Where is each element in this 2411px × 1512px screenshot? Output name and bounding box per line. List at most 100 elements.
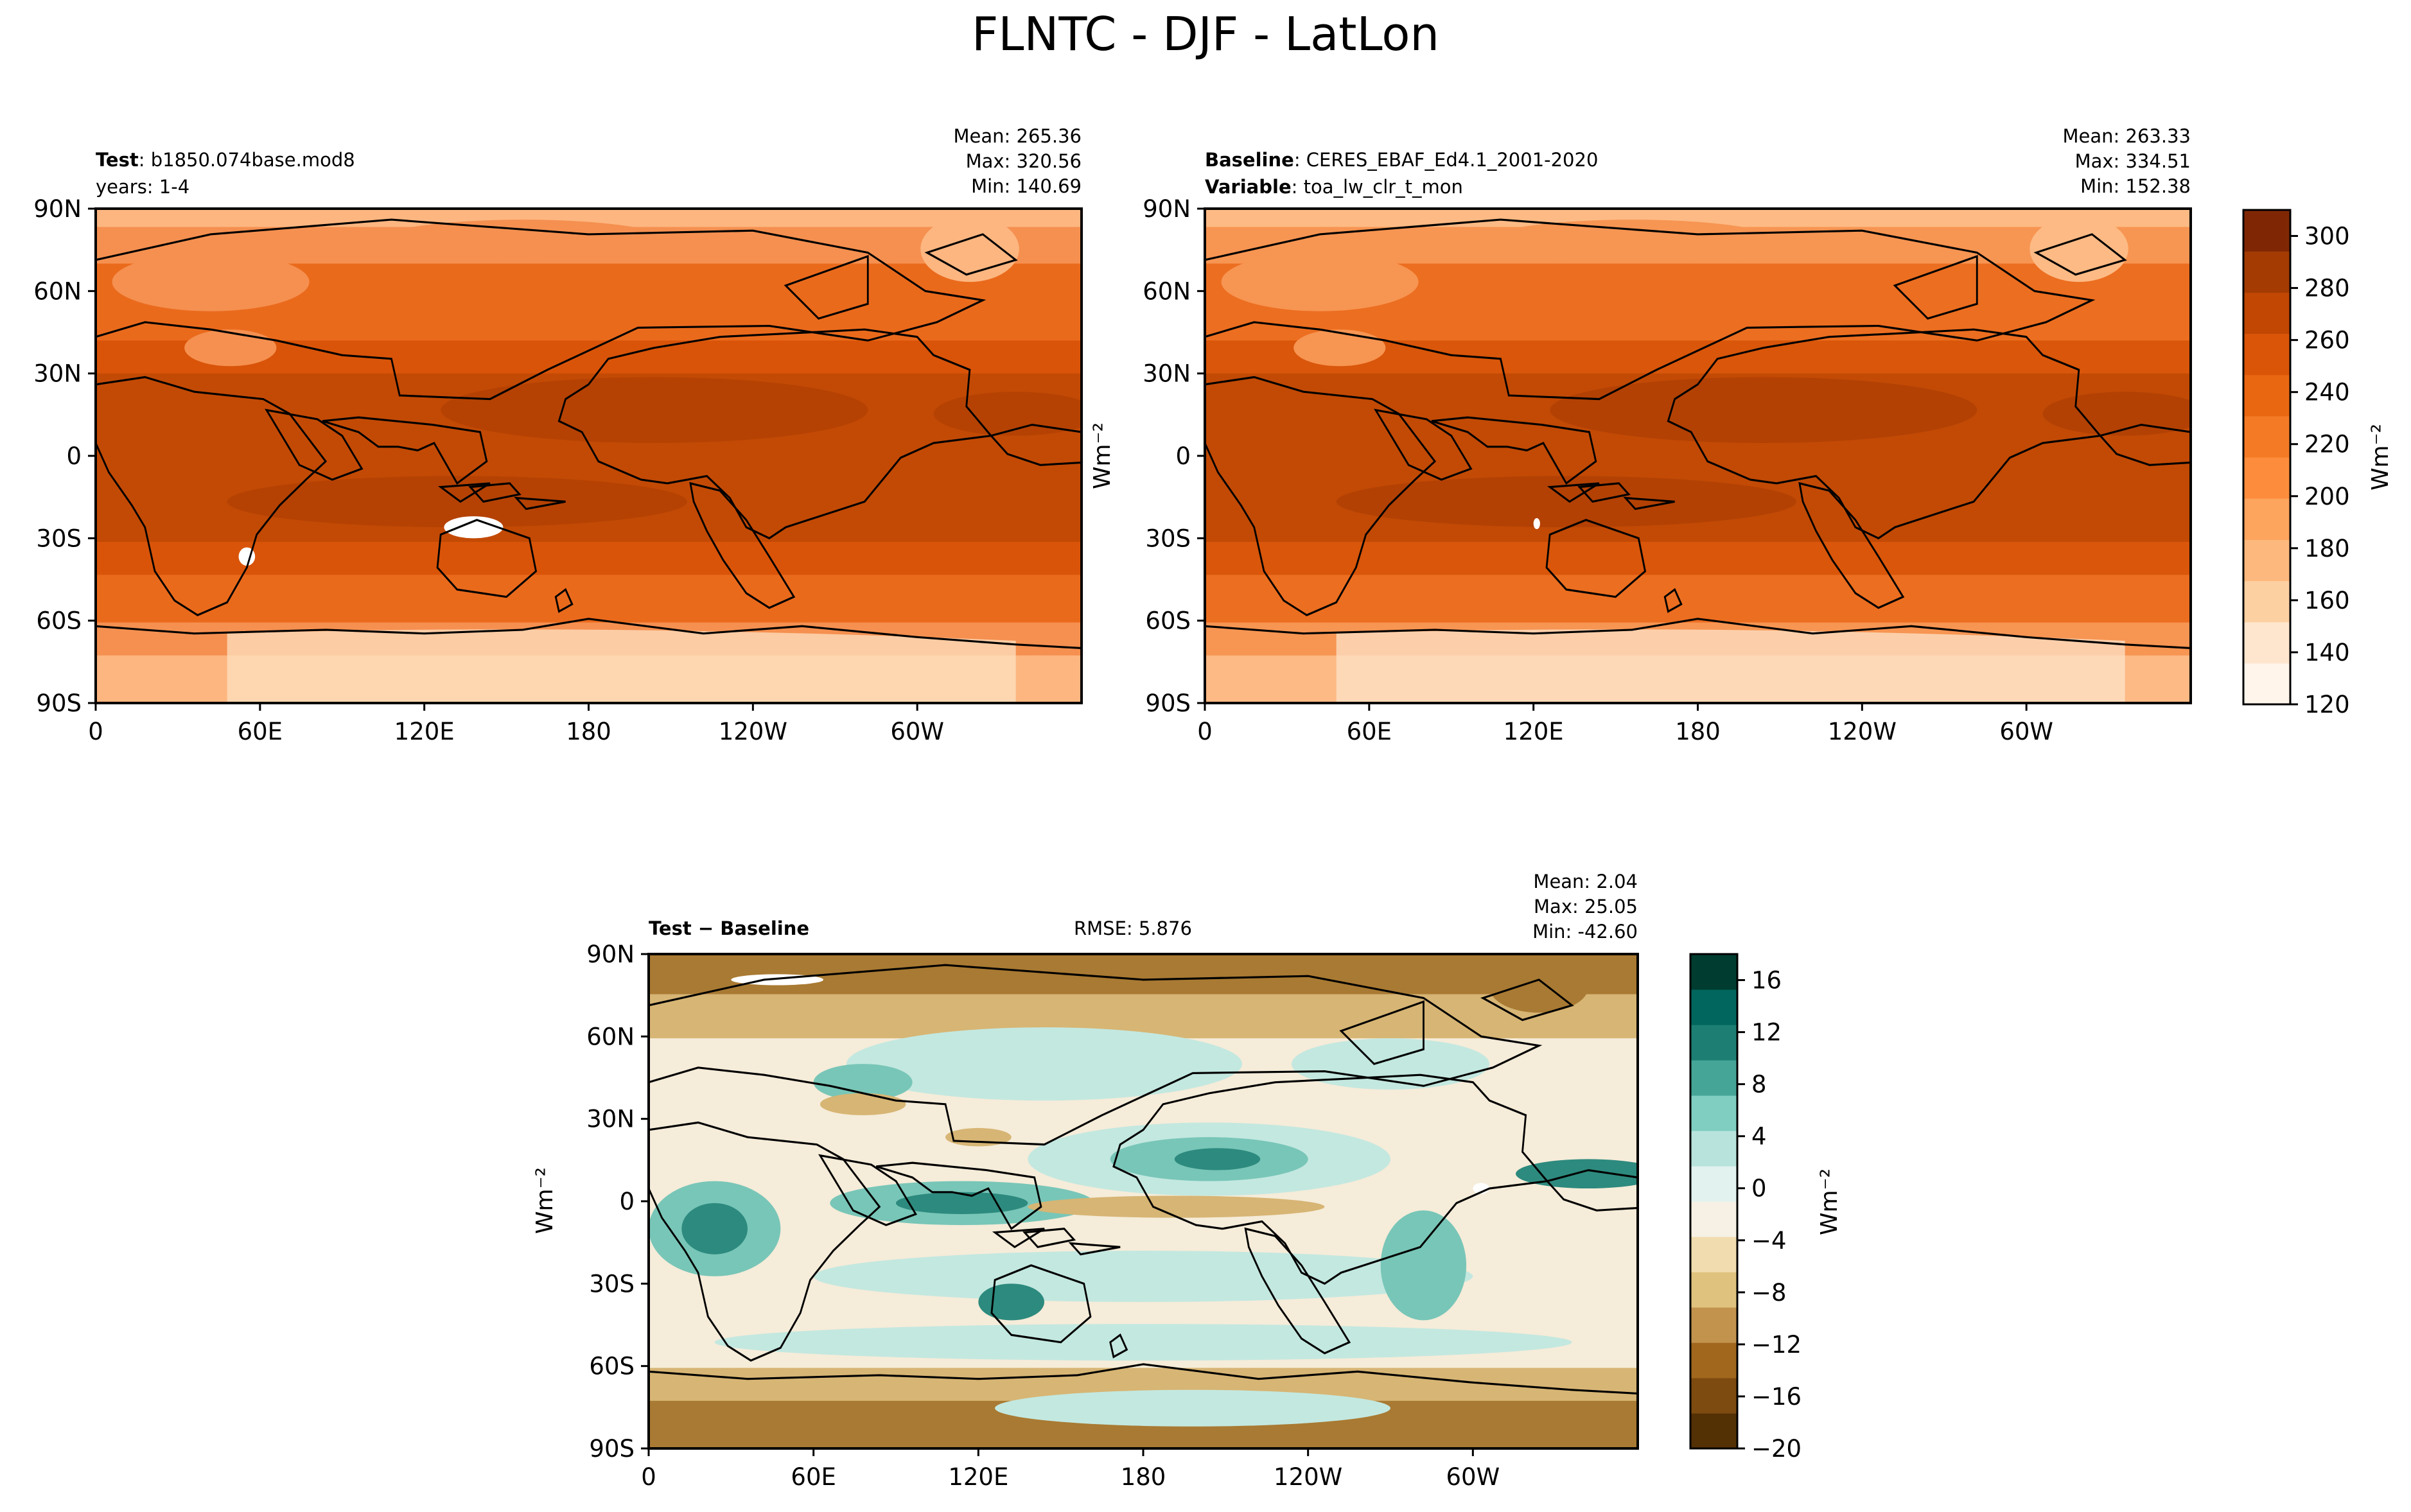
diff-field	[649, 954, 1638, 1448]
lat-tick-label: 30N	[33, 360, 82, 388]
colorbar-tick-label: 12	[1751, 1019, 1782, 1047]
diff-stats: Mean: 2.04 Max: 25.05 Min: -42.60	[1532, 871, 1638, 943]
colorbar-band	[2243, 374, 2290, 417]
colorbar-bottom-bands	[1690, 954, 1737, 1449]
lon-tick-label: 0	[641, 1463, 656, 1491]
lon-tick-label: 60E	[1347, 718, 1392, 745]
test-field	[96, 209, 1082, 703]
colorbar-tick-label: 220	[2304, 431, 2350, 458]
colorbar-band	[2243, 415, 2290, 458]
colorbar-band	[2243, 621, 2290, 664]
baseline-label-bold: Baseline	[1205, 149, 1294, 171]
lat-tick-label: 90N	[33, 195, 82, 223]
colorbar-band	[1690, 1237, 1737, 1273]
lat-tick-label: 30S	[1145, 525, 1191, 552]
baseline-label-text: : CERES_EBAF_Ed4.1_2001-2020	[1294, 149, 1599, 171]
lat-tick-label: 30N	[586, 1106, 635, 1133]
colorbar-band	[1690, 1131, 1737, 1167]
colorbar-tick-label: 140	[2304, 639, 2350, 666]
lon-tick-label: 120E	[394, 718, 455, 745]
colorbar-tick-label: −8	[1751, 1279, 1787, 1307]
lat-tick-label: 90S	[589, 1435, 635, 1463]
lat-tick-label: 90N	[586, 941, 635, 968]
baseline-max: Max: 334.51	[2075, 150, 2191, 172]
colorbar-band	[2243, 663, 2290, 705]
missing-data-patch	[1533, 517, 1540, 530]
colorbar-tick-label: −12	[1751, 1331, 1802, 1359]
svg-text:Baseline: CERES_EBAF_Ed4.1_200: Baseline: CERES_EBAF_Ed4.1_2001-2020	[1205, 149, 1598, 171]
lat-tick-label: 60S	[36, 607, 82, 635]
colorbar-band	[1690, 954, 1737, 990]
colorbar-tick-label: −16	[1751, 1383, 1802, 1411]
colorbar-tick-label: 16	[1751, 967, 1782, 995]
colorbar-bottom-ticks: 16 12 8 4 0 −4 −8 −12 −16 −20	[1737, 967, 1802, 1463]
lon-tick-label: 60W	[890, 718, 944, 745]
lat-tick-label: 0	[66, 442, 82, 470]
lat-tick-label: 60N	[33, 277, 82, 305]
baseline-panel: Baseline: CERES_EBAF_Ed4.1_2001-2020 Var…	[1089, 125, 2192, 745]
lat-tick-label: 0	[1175, 442, 1191, 470]
diff-label: Test − Baseline	[649, 917, 809, 939]
baseline-ylabel: Wm⁻²	[1089, 422, 1116, 489]
colorbar-bottom: 16 12 8 4 0 −4 −8 −12 −16 −20 Wm⁻²	[1689, 953, 1843, 1463]
colorbar-band	[2243, 457, 2290, 499]
diff-map	[649, 954, 1638, 1448]
colorbar-band	[2243, 498, 2290, 540]
diff-mean: Mean: 2.04	[1533, 871, 1638, 892]
lat-tick-label: 60N	[1143, 277, 1191, 305]
test-mean: Mean: 265.36	[954, 125, 1082, 147]
colorbar-bottom-frame	[1689, 953, 1739, 1450]
colorbar-top: 120 140 160 180 200 220 240 260 280 300 Wm⁻²	[2242, 209, 2394, 718]
test-label-bold: Test	[96, 149, 139, 171]
baseline-variable-text: : toa_lw_clr_t_mon	[1292, 176, 1463, 198]
colorbar-top-unit: Wm⁻²	[2367, 424, 2394, 491]
lon-tick-label: 60E	[791, 1463, 836, 1491]
diff-panel: Test − Baseline RMSE: 5.876 Mean: 2.04 M…	[532, 871, 1639, 1491]
figure-title: FLNTC - DJF - LatLon	[972, 7, 1439, 61]
colorbar-tick-label: 260	[2304, 327, 2350, 354]
test-stats: Mean: 265.36 Max: 320.56 Min: 140.69	[954, 125, 1082, 197]
colorbar-band	[1690, 1272, 1737, 1308]
colorbar-tick-label: 200	[2304, 483, 2350, 510]
baseline-stats: Mean: 263.33 Max: 334.51 Min: 152.38	[2063, 125, 2191, 197]
colorbar-tick-label: 240	[2304, 379, 2350, 406]
colorbar-tick-label: 120	[2304, 691, 2350, 718]
baseline-map	[1205, 209, 2191, 703]
test-label-text: : b1850.074base.mod8	[139, 149, 355, 171]
lon-tick-label: 120W	[719, 718, 787, 745]
lon-tick-label: 120W	[1828, 718, 1897, 745]
lat-tick-label: 30S	[589, 1270, 635, 1298]
lat-tick-label: 90N	[1143, 195, 1191, 223]
lon-tick-label: 0	[1197, 718, 1213, 745]
colorbar-tick-label: 280	[2304, 275, 2350, 302]
test-max: Max: 320.56	[966, 150, 1082, 172]
test-panel: Test: b1850.074base.mod8 years: 1-4 Mean…	[33, 125, 1083, 745]
baseline-min: Min: 152.38	[2080, 175, 2191, 197]
colorbar-band	[1690, 1060, 1737, 1096]
lat-tick-label: 0	[619, 1188, 635, 1215]
colorbar-tick-label: −20	[1751, 1435, 1802, 1463]
lat-tick-label: 60N	[586, 1023, 635, 1050]
diff-rmse: RMSE: 5.876	[1074, 917, 1192, 939]
colorbar-band	[1690, 1166, 1737, 1202]
colorbar-tick-label: −4	[1751, 1227, 1787, 1255]
colorbar-top-frame	[2242, 209, 2292, 706]
colorbar-band	[1690, 1413, 1737, 1449]
missing-data-patch	[444, 516, 504, 539]
colorbar-band	[1690, 989, 1737, 1025]
lon-tick-label: 180	[1121, 1463, 1166, 1491]
lon-tick-label: 60W	[1999, 718, 2053, 745]
diff-max: Max: 25.05	[1534, 896, 1638, 917]
baseline-variable-bold: Variable	[1205, 176, 1292, 198]
colorbar-bottom-unit: Wm⁻²	[1816, 1169, 1843, 1235]
colorbar-tick-label: 0	[1751, 1175, 1767, 1203]
lon-tick-label: 120E	[1504, 718, 1564, 745]
lon-tick-label: 180	[1675, 718, 1721, 745]
colorbar-band	[2243, 292, 2290, 335]
lon-tick-label: 120E	[948, 1463, 1008, 1491]
lat-tick-label: 90S	[1145, 690, 1191, 717]
colorbar-band	[2243, 333, 2290, 376]
